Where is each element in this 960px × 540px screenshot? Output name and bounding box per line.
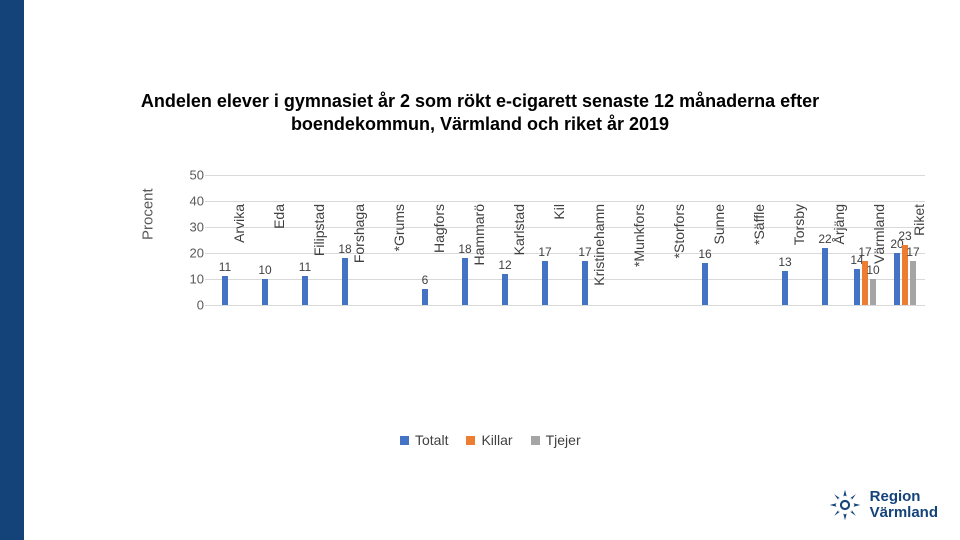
value-label: 12 <box>498 258 511 272</box>
category-label: Munkfors* <box>631 204 647 314</box>
bar <box>222 276 228 305</box>
accent-bar <box>0 0 24 540</box>
bar <box>462 258 468 305</box>
bar <box>422 289 428 305</box>
category-label: Kil <box>551 204 567 314</box>
legend-item: Tjejer <box>531 432 581 448</box>
category-label: Hagfors <box>431 204 447 314</box>
legend-label: Totalt <box>415 432 448 448</box>
value-label: 11 <box>299 260 311 274</box>
value-label: 11 <box>219 260 231 274</box>
legend: Totalt Killar Tjejer <box>400 432 581 448</box>
category-label: Hammarö <box>471 204 487 314</box>
category-label: Kristinehamn <box>591 204 607 314</box>
grid-line <box>205 201 925 202</box>
chart-title: Andelen elever i gymnasiet år 2 som rökt… <box>130 90 830 137</box>
category-label: Storfors* <box>671 204 687 314</box>
value-label: 18 <box>458 242 471 256</box>
sun-icon <box>828 488 862 522</box>
category-label: Riket <box>911 204 927 314</box>
legend-label: Killar <box>481 432 512 448</box>
bar <box>262 279 268 305</box>
bar <box>702 263 708 305</box>
bar <box>302 276 308 305</box>
value-label: 17 <box>578 245 591 259</box>
category-label: Eda <box>271 204 287 314</box>
bar <box>582 261 588 305</box>
bar <box>342 258 348 305</box>
bar <box>894 253 900 305</box>
region-varmland-logo: Region Värmland <box>828 488 938 522</box>
bar <box>502 274 508 305</box>
legend-item: Totalt <box>400 432 448 448</box>
bar <box>542 261 548 305</box>
value-label: 17 <box>538 245 551 259</box>
value-label: 13 <box>778 255 791 269</box>
value-label: 23 <box>898 229 911 243</box>
category-label: Säffle* <box>751 204 767 314</box>
category-label: Årjäng <box>831 204 847 314</box>
category-label: Forshaga <box>351 204 367 314</box>
category-label: Sunne <box>711 204 727 314</box>
legend-swatch <box>531 436 540 445</box>
category-label: Arvika <box>231 204 247 314</box>
category-label: Karlstad <box>511 204 527 314</box>
y-axis-label: Procent <box>140 188 157 240</box>
grid-line <box>205 175 925 176</box>
category-label: Torsby <box>791 204 807 314</box>
category-label: Värmland <box>871 204 887 314</box>
bar <box>822 248 828 305</box>
bar <box>854 269 860 305</box>
value-label: 18 <box>338 242 351 256</box>
value-label: 17 <box>858 245 871 259</box>
legend-item: Killar <box>466 432 512 448</box>
legend-label: Tjejer <box>546 432 581 448</box>
value-label: 22 <box>818 232 831 246</box>
bar <box>782 271 788 305</box>
legend-swatch <box>466 436 475 445</box>
value-label: 16 <box>698 247 711 261</box>
value-label: 6 <box>422 273 429 287</box>
logo-line1: Region <box>870 489 938 505</box>
category-label: Grums* <box>391 204 407 314</box>
legend-swatch <box>400 436 409 445</box>
category-label: Filipstad <box>311 204 327 314</box>
value-label: 10 <box>258 263 271 277</box>
logo-line2: Värmland <box>870 505 938 521</box>
